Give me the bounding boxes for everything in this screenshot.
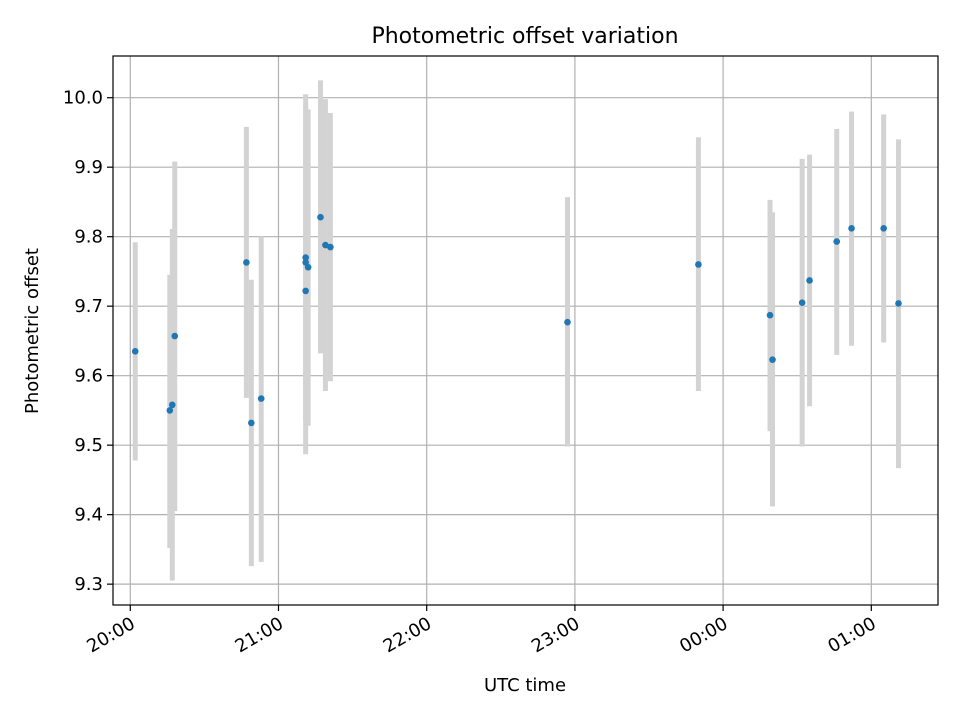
data-point <box>848 225 855 232</box>
data-points <box>131 213 902 427</box>
data-point <box>880 225 887 232</box>
data-point <box>243 259 250 266</box>
y-axis-label: Photometric offset <box>22 248 43 414</box>
y-tick-label: 9.9 <box>74 157 103 178</box>
data-point <box>168 401 176 409</box>
y-tick-label: 9.3 <box>74 574 103 595</box>
y-tick-label: 9.6 <box>74 366 103 387</box>
data-point <box>302 254 309 261</box>
data-point <box>833 238 841 245</box>
y-tick-label: 9.7 <box>74 296 103 317</box>
data-point <box>166 407 174 414</box>
data-point <box>131 348 139 355</box>
plot-frame <box>112 55 939 606</box>
x-axis-label: UTC time <box>484 675 566 696</box>
data-point <box>248 419 255 427</box>
data-point <box>171 332 179 340</box>
y-tick-label: 10.0 <box>63 88 103 109</box>
chart-title: Photometric offset variation <box>371 24 678 49</box>
data-point <box>766 311 774 319</box>
y-tick-label: 9.8 <box>74 227 103 248</box>
data-point <box>806 277 813 284</box>
data-point <box>317 213 324 221</box>
data-point <box>895 300 902 307</box>
data-point <box>257 395 265 402</box>
data-point <box>695 261 702 268</box>
data-point <box>302 287 309 295</box>
data-point <box>327 243 334 251</box>
y-tick-label: 9.5 <box>74 435 103 456</box>
y-axis-ticks: 9.3 9.4 9.5 9.6 9.7 9.8 9.9 10.0 <box>63 88 113 595</box>
data-point <box>769 356 776 363</box>
data-point <box>304 263 312 271</box>
data-point <box>302 259 309 266</box>
data-point <box>798 299 806 307</box>
y-tick-label: 9.4 <box>74 505 103 526</box>
data-point <box>564 318 571 326</box>
data-point <box>322 241 329 249</box>
